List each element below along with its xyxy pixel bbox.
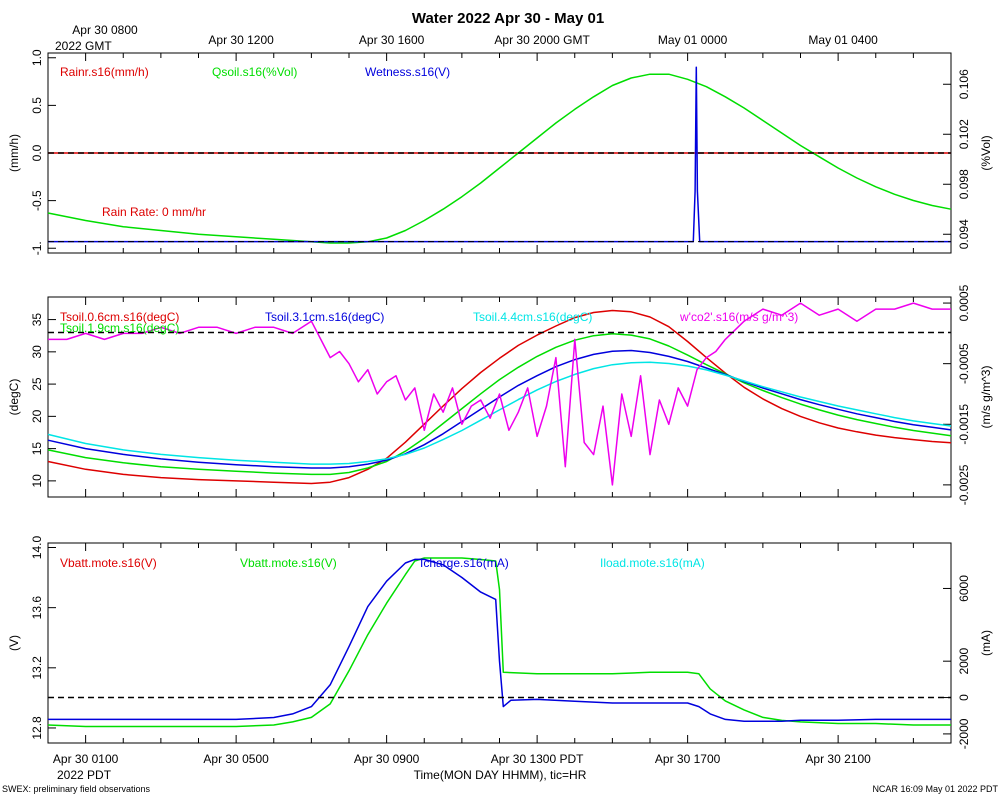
series-line bbox=[47, 557, 951, 728]
y-right-tick-label: 2000 bbox=[957, 648, 971, 675]
panel-power: 12.8 13.2 13.6 14.0 -2000 0 2000 6000 (V) (mA) bbox=[7, 536, 993, 750]
y-left-tick-label: -1. bbox=[30, 241, 44, 255]
y-right-tick-label: 0 bbox=[957, 694, 971, 701]
legend-qsoil: Qsoil.s16(%Vol) bbox=[212, 65, 297, 79]
y-left-tick-label: 35 bbox=[30, 313, 44, 327]
y-right-tick-label: 0.0005 bbox=[957, 284, 971, 321]
y-right-tick-label: 6000 bbox=[957, 575, 971, 602]
y-left-tick-label: 15 bbox=[30, 442, 44, 456]
y-left-tick-label: 10 bbox=[30, 474, 44, 488]
gmt-year-label: 2022 GMT bbox=[55, 39, 112, 53]
gmt-tick-label: May 01 0400 bbox=[808, 33, 878, 47]
y-right-axis-label: (m/s g/m^3) bbox=[979, 366, 993, 429]
y-left-tick-label: 0.0 bbox=[30, 144, 44, 161]
legend-wco2: w'co2'.s16(m/s g/m^3) bbox=[679, 310, 798, 324]
y-right-tick-label: 0.094 bbox=[957, 219, 971, 249]
pdt-tick-label: Apr 30 1700 bbox=[655, 752, 721, 766]
legend-wetness: Wetness.s16(V) bbox=[365, 65, 450, 79]
y-right-tick-label: 0.098 bbox=[957, 169, 971, 199]
y-left-tick-label: 1.0 bbox=[30, 49, 44, 66]
legend-icharge: Icharge.s16(mA) bbox=[420, 556, 509, 570]
panel-rain: -1. -0.5 0.0 0.5 1.0 0.094 0.098 0.102 0.106 (mm/… bbox=[7, 49, 993, 255]
chart-title: Water 2022 Apr 30 - May 01 bbox=[412, 10, 604, 27]
y-right-tick-label: 0.106 bbox=[957, 69, 971, 99]
y-left-axis-label: (mm/h) bbox=[7, 134, 21, 172]
y-left-axis-label: (V) bbox=[7, 635, 21, 651]
y-right-tick-label: -0.0015 bbox=[957, 404, 971, 445]
y-left-tick-label: 0.5 bbox=[30, 97, 44, 114]
gmt-tick-label: Apr 30 2000 GMT bbox=[494, 33, 590, 47]
legend-tsoil-4-4: Tsoil.4.4cm.s16(degC) bbox=[473, 310, 592, 324]
y-left-tick-label: 13.2 bbox=[30, 656, 44, 680]
y-left-tick-label: 12.8 bbox=[30, 716, 44, 740]
pdt-tick-label: Apr 30 0100 bbox=[53, 752, 119, 766]
pdt-time-axis: 2022 PDT Apr 30 0100 Apr 30 0500 Apr 30 09… bbox=[53, 752, 871, 782]
series-line bbox=[47, 349, 952, 469]
series-line bbox=[47, 309, 952, 485]
y-right-tick-label: -0.0025 bbox=[957, 464, 971, 505]
y-left-tick-label: -0.5 bbox=[30, 190, 44, 211]
y-right-axis-label: (%Vol) bbox=[979, 135, 993, 170]
y-right-tick-label: -0.0005 bbox=[957, 343, 971, 384]
gmt-tick-label: Apr 30 1600 bbox=[359, 33, 425, 47]
legend-vbatt-green: Vbatt.mote.s16(V) bbox=[240, 556, 337, 570]
y-right-tick-label: 0.102 bbox=[957, 119, 971, 149]
footer-right: NCAR 16:09 May 01 2022 PDT bbox=[872, 784, 998, 794]
panel-tsoil: 10 15 20 25 30 35 -0.0025 -0.0015 -0.0005 0.0005 (… bbox=[7, 284, 993, 505]
series-line bbox=[47, 361, 952, 465]
series-line bbox=[48, 302, 951, 486]
y-left-tick-label: 20 bbox=[30, 409, 44, 423]
legend-tsoil-3-1: Tsoil.3.1cm.s16(degC) bbox=[265, 310, 384, 324]
y-left-tick-label: 25 bbox=[30, 377, 44, 391]
pdt-tick-label: Apr 30 0900 bbox=[354, 752, 420, 766]
legend-vbatt-red: Vbatt.mote.s16(V) bbox=[60, 556, 157, 570]
footer-left: SWEX: preliminary field observations bbox=[2, 784, 151, 794]
legend-tsoil-0-6: Tsoil.0.6cm.s16(degC) bbox=[60, 310, 179, 324]
y-left-tick-label: 14.0 bbox=[30, 536, 44, 560]
y-right-axis-label: (mA) bbox=[979, 630, 993, 656]
series-line bbox=[47, 333, 952, 476]
x-axis-label: Time(MON DAY HHMM), tic=HR bbox=[414, 768, 587, 782]
gmt-time-axis: 2022 GMT Apr 30 0800 Apr 30 1200 Apr 30 16… bbox=[55, 23, 878, 53]
panel-frame bbox=[47, 542, 952, 744]
y-right-tick-label: -2000 bbox=[957, 718, 971, 749]
rain-rate-annotation: Rain Rate: 0 mm/hr bbox=[102, 205, 206, 219]
series-line bbox=[48, 558, 951, 722]
pdt-tick-label: Apr 30 0500 bbox=[203, 752, 269, 766]
legend-iload: Iload.mote.s16(mA) bbox=[600, 556, 705, 570]
pdt-tick-label: Apr 30 1300 PDT bbox=[491, 752, 584, 766]
pdt-year-label: 2022 PDT bbox=[57, 768, 112, 782]
y-left-tick-label: 13.6 bbox=[30, 596, 44, 620]
gmt-tick-label: Apr 30 1200 bbox=[208, 33, 274, 47]
y-left-tick-label: 30 bbox=[30, 345, 44, 359]
pdt-tick-label: Apr 30 2100 bbox=[805, 752, 871, 766]
legend-rainr: Rainr.s16(mm/h) bbox=[60, 65, 149, 79]
gmt-tick-label: May 01 0000 bbox=[658, 33, 728, 47]
panels: -1. -0.5 0.0 0.5 1.0 0.094 0.098 0.102 0.106 (mm/… bbox=[7, 49, 993, 749]
gmt-tick-label: Apr 30 0800 bbox=[72, 23, 138, 37]
legend-tsoil-1-9: Tsoil.1.9cm.s16(degC) bbox=[60, 321, 179, 335]
y-left-axis-label: (degC) bbox=[7, 379, 21, 416]
